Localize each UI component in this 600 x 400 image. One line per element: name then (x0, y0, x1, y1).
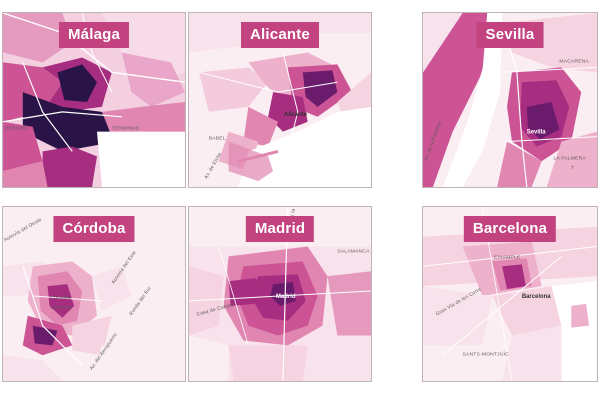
malaga-label-terminus: TERMINUS (112, 126, 140, 132)
malaga-label-perchel: PERCHEL (5, 126, 30, 132)
map-panel-madrid[interactable]: Madrid SALAMANCA Casa de Campo Paseo de … (188, 206, 372, 382)
sevilla-label-t: T (571, 165, 574, 171)
barcelona-label-sants: SANTS-MONTJUÏC (463, 350, 510, 357)
alicante-label-babel: BABEL (209, 136, 226, 142)
city-title-cordoba: Córdoba (53, 216, 135, 242)
alicante-label-city: Alicante (284, 112, 308, 118)
sevilla-label-city: Sevilla (527, 130, 546, 136)
map-panel-sevilla[interactable]: MACARENA Sevilla LA PALMERA T Av. de la … (422, 12, 598, 188)
madrid-label-salamanca: SALAMANCA (337, 248, 370, 254)
sevilla-label-palmera: LA PALMERA (554, 155, 587, 161)
madrid-label-city: Madrid (276, 294, 296, 300)
cordoba-label-centro: CENTRO (51, 305, 73, 311)
barcelona-label-city: Barcelona (522, 294, 551, 300)
alicante-map: BABEL Alicante Av. de Elche (189, 13, 371, 187)
map-panel-barcelona[interactable]: EIXAMPLE Barcelona SANTS-MONTJUÏC Gran V… (422, 206, 598, 382)
city-title-alicante: Alicante (241, 22, 319, 48)
city-title-malaga: Málaga (58, 22, 130, 48)
map-panel-cordoba[interactable]: Córdoba CENTRO Autovía del Este Ronda de… (2, 206, 186, 382)
city-title-barcelona: Barcelona (463, 216, 557, 242)
map-panel-malaga[interactable]: PERCHEL TERMINUS Málaga (2, 12, 186, 188)
map-panel-alicante[interactable]: BABEL Alicante Av. de Elche Alicante (188, 12, 372, 188)
city-title-madrid: Madrid (245, 216, 315, 242)
barcelona-label-eixample: EIXAMPLE (494, 254, 521, 260)
city-title-sevilla: Sevilla (476, 22, 544, 48)
sevilla-label-macarena: MACARENA (559, 58, 589, 64)
cordoba-label-city: Córdoba (51, 295, 71, 301)
